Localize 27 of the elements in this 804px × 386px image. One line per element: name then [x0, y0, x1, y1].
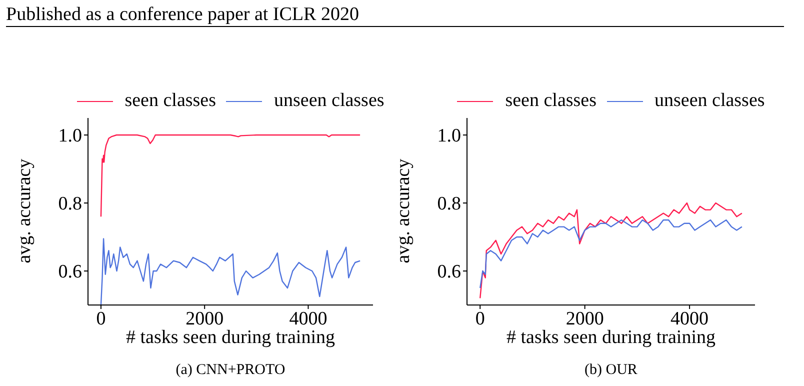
- y-tick-label: 1.0: [58, 126, 82, 147]
- y-axis-title: avg. accuracy: [393, 158, 415, 266]
- x-tick-label: 0: [96, 308, 106, 330]
- x-axis-title: # tasks seen during training: [126, 327, 335, 348]
- y-tick-label: 0.8: [437, 194, 461, 215]
- legend-label: seen classes: [124, 90, 216, 112]
- y-tick-label: 1.0: [437, 126, 461, 147]
- x-tick-label: 0: [475, 308, 485, 330]
- line-series: [479, 219, 743, 289]
- x-tick-label: 2000: [566, 308, 604, 330]
- x-axis-title: # tasks seen during training: [506, 327, 716, 348]
- x-tick-label: 4000: [289, 308, 328, 330]
- text: (a) CNN+PROTO: [174, 362, 286, 379]
- y-tick-label: 0.8: [58, 194, 82, 215]
- legend-label: unseen classes: [274, 90, 384, 112]
- x-tick-label: 4000: [670, 308, 709, 330]
- y-tick-label: 0.6: [437, 262, 461, 283]
- legend-label: seen classes: [505, 90, 596, 112]
- legend-label: unseen classes: [654, 90, 765, 112]
- y-tick-label: 0.6: [58, 262, 82, 283]
- x-tick-label: 2000: [186, 308, 224, 330]
- y-axis-title: avg. accuracy: [14, 158, 36, 266]
- line-series: [479, 202, 743, 299]
- line-series: [100, 238, 361, 305]
- text: Published as a conference paper at ICLR 2020: [6, 4, 359, 26]
- line-series: [100, 134, 361, 218]
- text: (b) OUR: [584, 362, 638, 379]
